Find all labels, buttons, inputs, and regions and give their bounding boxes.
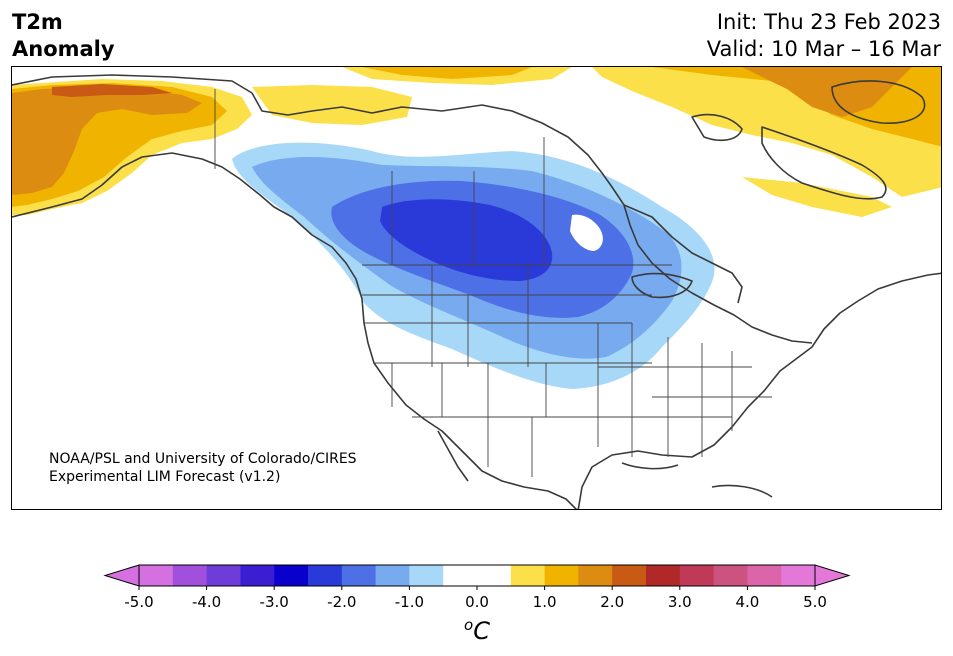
- colorbar-tick-label: 3.0: [668, 593, 692, 611]
- colorbar-cell: [274, 565, 309, 586]
- yukon-warm: [252, 85, 412, 125]
- map-title: T2m Anomaly: [12, 9, 115, 63]
- labrador-warm: [742, 177, 892, 217]
- colorbar-cell: [375, 565, 410, 586]
- colorbar-tick-label: -2.0: [327, 593, 356, 611]
- colorbar-cell: [443, 565, 478, 586]
- colorbar-cell: [646, 565, 681, 586]
- alaska-warm-3: [52, 84, 172, 97]
- colorbar-cell: [477, 565, 512, 586]
- colorbar-units: oC: [460, 616, 494, 645]
- units-superscript: o: [464, 616, 474, 634]
- colorbar-cells: [103, 564, 851, 587]
- colorbar: -5.0 -4.0 -3.0 -2.0 -1.0 0.0 1.0 2.0 3.0 4.0 5.0: [103, 564, 851, 611]
- colorbar-cell: [308, 565, 343, 586]
- colorbar-min-extension: [103, 564, 140, 587]
- units-symbol: C: [473, 617, 490, 645]
- colorbar-tick-label: 4.0: [735, 593, 759, 611]
- colorbar-cell: [341, 565, 376, 586]
- colorbar-ticks: -5.0 -4.0 -3.0 -2.0 -1.0 0.0 1.0 2.0 3.0 4.0 5.0: [124, 586, 827, 611]
- greenland-warm-2: [742, 67, 912, 117]
- data-credit: NOAA/PSL and University of Colorado/CIRE…: [49, 450, 357, 486]
- alaska-warm-2: [12, 87, 202, 195]
- forecast-dates: Init: Thu 23 Feb 2023 Valid: 10 Mar – 16…: [707, 9, 941, 63]
- political-borders: [214, 89, 772, 477]
- colorbar-cell: [510, 565, 545, 586]
- variable-name: T2m: [12, 10, 63, 34]
- map-canvas: [12, 67, 941, 509]
- colorbar-tick-label: -5.0: [124, 593, 153, 611]
- colorbar-tick-label: -3.0: [260, 593, 289, 611]
- init-date: Init: Thu 23 Feb 2023: [716, 10, 941, 34]
- anomaly-label: Anomaly: [12, 37, 115, 61]
- colorbar-cell: [240, 565, 275, 586]
- coastlines: [12, 74, 941, 509]
- colorbar-cell: [747, 565, 782, 586]
- colorbar-tick-label: -1.0: [395, 593, 424, 611]
- colorbar-cell: [612, 565, 647, 586]
- anomaly-map: [11, 66, 942, 510]
- colorbar-cell: [713, 565, 748, 586]
- cold-anomaly-minus3: [380, 199, 553, 281]
- colorbar-tick-label: -4.0: [192, 593, 221, 611]
- hudson-bay-white-patch: [570, 214, 603, 251]
- arctic-warm-2: [362, 67, 532, 79]
- credit-line-1: NOAA/PSL and University of Colorado/CIRE…: [49, 451, 357, 467]
- colorbar-cell: [578, 565, 613, 586]
- colorbar-max-extension: [814, 564, 851, 587]
- colorbar-cell: [409, 565, 444, 586]
- colorbar-cell: [781, 565, 816, 586]
- colorbar-tick-label: 2.0: [600, 593, 624, 611]
- colorbar-tick-label: 5.0: [803, 593, 827, 611]
- colorbar-cell: [139, 565, 174, 586]
- colorbar-cell: [206, 565, 241, 586]
- colorbar-cell: [172, 565, 207, 586]
- credit-line-2: Experimental LIM Forecast (v1.2): [49, 469, 281, 485]
- valid-range: Valid: 10 Mar – 16 Mar: [706, 37, 941, 61]
- colorbar-cell: [679, 565, 714, 586]
- colorbar-tick-label: 1.0: [533, 593, 557, 611]
- colorbar-cell: [544, 565, 579, 586]
- colorbar-tick-label: 0.0: [465, 593, 489, 611]
